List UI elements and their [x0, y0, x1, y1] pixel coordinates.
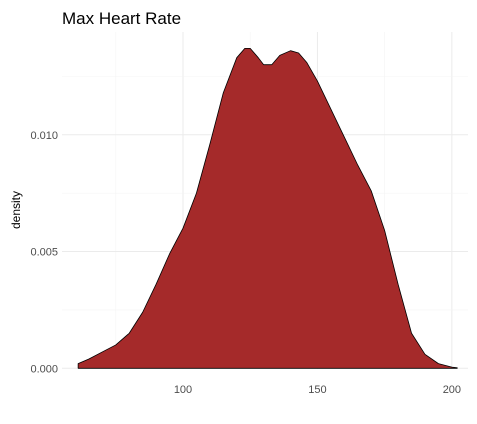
y-tick-label: 0.000	[30, 363, 58, 375]
density-area	[77, 47, 458, 369]
chart-title: Max Heart Rate	[62, 9, 181, 28]
x-axis-ticks: 100 150 200	[174, 384, 461, 396]
y-tick-label: 0.005	[30, 247, 58, 259]
x-tick-label: 100	[174, 384, 192, 396]
x-tick-label: 150	[308, 384, 326, 396]
y-axis-title: density	[9, 191, 23, 229]
x-tick-label: 200	[443, 384, 461, 396]
y-axis-ticks: 0.000 0.005 0.010	[30, 130, 58, 376]
y-tick-label: 0.010	[30, 130, 58, 142]
plot-area	[77, 47, 458, 369]
